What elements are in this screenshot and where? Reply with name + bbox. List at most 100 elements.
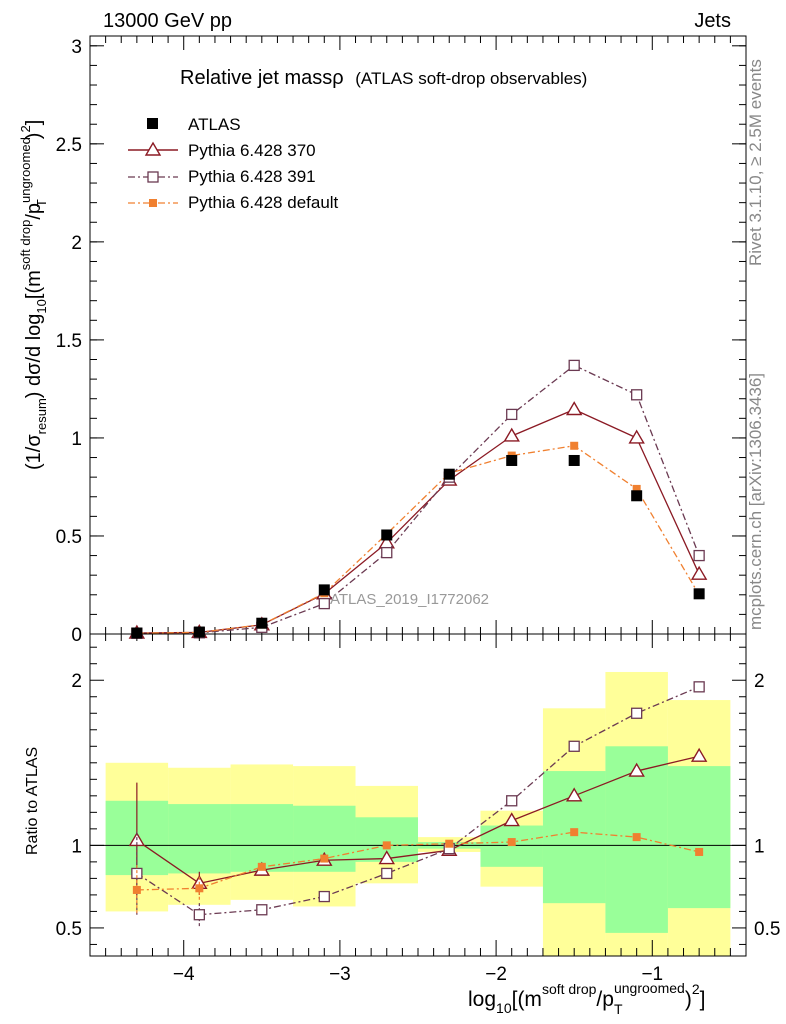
ratio-point-pythia-6-428-391 [381, 867, 393, 880]
ylabel-mid: ) dσ/d log [23, 314, 45, 399]
ratio-ytick-label-right: 1 [754, 836, 765, 857]
ratio-ytick-label: 0.5 [56, 919, 82, 940]
ylabel-slash: /p [23, 203, 45, 220]
ylabel-sub2: 10 [34, 299, 49, 313]
ratio-line-pythia-6-428-391 [136, 686, 700, 916]
ratio-point-pythia-6-428-default [195, 884, 204, 893]
main-point-pythia-6-428-391 [693, 549, 705, 562]
ratio-point-pythia-6-428-391 [131, 867, 143, 880]
xlabel-mid: [(m [512, 988, 542, 1011]
ratio-point-pythia-6-428-370 [378, 850, 395, 865]
xlabel-sub2: T [614, 1001, 623, 1017]
legend: ATLAS Pythia 6.428 370 Pythia 6.428 391 … [128, 115, 339, 212]
main-point-atlas [443, 468, 455, 480]
legend-label-p370: Pythia 6.428 370 [188, 141, 316, 160]
ylabel-sup1: soft drop [18, 220, 33, 271]
legend-marker-p391 [147, 171, 159, 183]
x-tick-label: −2 [485, 964, 507, 985]
main-point-atlas [256, 617, 268, 629]
ratio-ytick-label-right: 2 [754, 671, 765, 692]
x-tick-label: −1 [641, 964, 663, 985]
ratio-point-pythia-6-428-default [132, 885, 141, 894]
ylabel-sup2: ungroomed [18, 137, 33, 203]
main-point-pythia-6-428-391 [506, 408, 518, 421]
main-point-atlas [318, 584, 330, 596]
xlabel-sub1: 10 [496, 1000, 512, 1016]
legend-marker-pdef [149, 199, 157, 207]
main-point-pythia-6-428-370 [503, 427, 520, 442]
legend-marker-atlas [147, 118, 158, 129]
main-point-pythia-6-428-391 [568, 359, 580, 372]
header-left: 13000 GeV pp [103, 10, 232, 32]
band-green-bin [667, 766, 731, 909]
ratio-line-pythia-6-428-default [136, 831, 700, 891]
main-line-pythia-6-428-391 [136, 364, 700, 634]
ratio-point-pythia-6-428-370 [628, 762, 645, 777]
ratio-point-pythia-6-428-370 [565, 787, 583, 802]
ylabel-prefix: (1/σ [23, 434, 45, 470]
legend-item-p370: Pythia 6.428 370 [128, 141, 316, 160]
ratio-ytick-label-right: 0.5 [754, 919, 780, 940]
main-ytick-label: 1 [71, 429, 82, 450]
ratio-axis-ticks [90, 634, 746, 956]
x-tick-labels: −4 −3 −2 −1 [173, 964, 663, 985]
ratio-y-axis-label: Ratio to ATLAS [24, 747, 41, 855]
ratio-tick-labels: 0.5 0.5 1 1 2 2 [56, 671, 781, 940]
legend-marker-p370 [144, 141, 162, 156]
ratio-point-pythia-6-428-391 [193, 909, 205, 921]
main-point-pythia-6-428-370 [565, 401, 583, 416]
legend-label-p391: Pythia 6.428 391 [188, 167, 316, 186]
legend-item-atlas: ATLAS [147, 115, 241, 134]
band-green-bin [480, 825, 543, 867]
xlabel-slash: /p [596, 988, 614, 1011]
main-ytick-label: 1.5 [56, 331, 82, 352]
header-right: Jets [694, 10, 731, 32]
ratio-point-pythia-6-428-default [257, 862, 266, 871]
ratio-frame [89, 633, 747, 957]
main-point-pythia-6-428-default [632, 484, 641, 493]
main-point-pythia-6-428-370 [690, 565, 708, 580]
x-tick-label: −4 [173, 964, 195, 985]
band-green-bin [168, 804, 231, 874]
band-green-bin [230, 804, 294, 872]
rivet-label: Rivet 3.1.10, ≥ 2.5M events [746, 59, 765, 266]
xlabel-sup3: 2 [692, 981, 700, 997]
ylabel-close: ] [23, 120, 45, 126]
ratio-point-pythia-6-428-370 [690, 747, 708, 762]
ratio-point-pythia-6-428-391 [318, 890, 330, 903]
ratio-point-pythia-6-428-391 [256, 904, 268, 916]
ratio-point-pythia-6-428-default [445, 839, 454, 848]
plot-title-sub: (ATLAS soft-drop observables) [355, 69, 587, 88]
main-point-pythia-6-428-default [570, 441, 579, 450]
ratio-point-pythia-6-428-391 [506, 795, 518, 807]
ratio-point-pythia-6-428-default [382, 841, 391, 850]
main-point-pythia-6-428-370 [628, 429, 645, 444]
ratio-ytick-label: 1 [71, 836, 82, 857]
main-point-pythia-6-428-391 [631, 389, 643, 401]
ratio-point-pythia-6-428-370 [503, 812, 520, 827]
plot-title-main: Relative jet massρ [180, 67, 344, 89]
main-point-atlas [506, 454, 518, 466]
mcplots-label: mcplots.cern.ch [arXiv:1306.3436] [746, 373, 765, 630]
ylabel-sub3: T [34, 199, 49, 207]
main-ytick-label: 0 [71, 625, 82, 646]
ratio-series [128, 681, 708, 927]
ratio-point-pythia-6-428-default [695, 847, 704, 856]
legend-item-p391: Pythia 6.428 391 [128, 167, 316, 186]
plot-title: Relative jet massρ (ATLAS soft-drop obse… [180, 67, 587, 89]
xlabel-sup2: ungroomed [614, 980, 685, 996]
main-point-pythia-6-428-391 [318, 597, 330, 610]
main-point-atlas [568, 454, 580, 466]
ratio-point-pythia-6-428-391 [568, 740, 580, 752]
x-axis-label: log10[(msoft drop/pTungroomed)2] [468, 980, 705, 1017]
ylabel-sup3: 2 [18, 125, 33, 132]
main-point-atlas [131, 627, 143, 639]
analysis-watermark: ATLAS_2019_I1772062 [330, 591, 489, 608]
legend-label-atlas: ATLAS [188, 115, 241, 134]
main-y-axis-label: (1/σresum) dσ/d log10[(msoft drop/pungro… [18, 120, 49, 470]
xlabel-pre: log [468, 988, 496, 1011]
legend-label-pdef: Pythia 6.428 default [188, 193, 339, 212]
xlabel-end: ) [685, 988, 692, 1011]
main-axis-ticks [90, 36, 746, 635]
